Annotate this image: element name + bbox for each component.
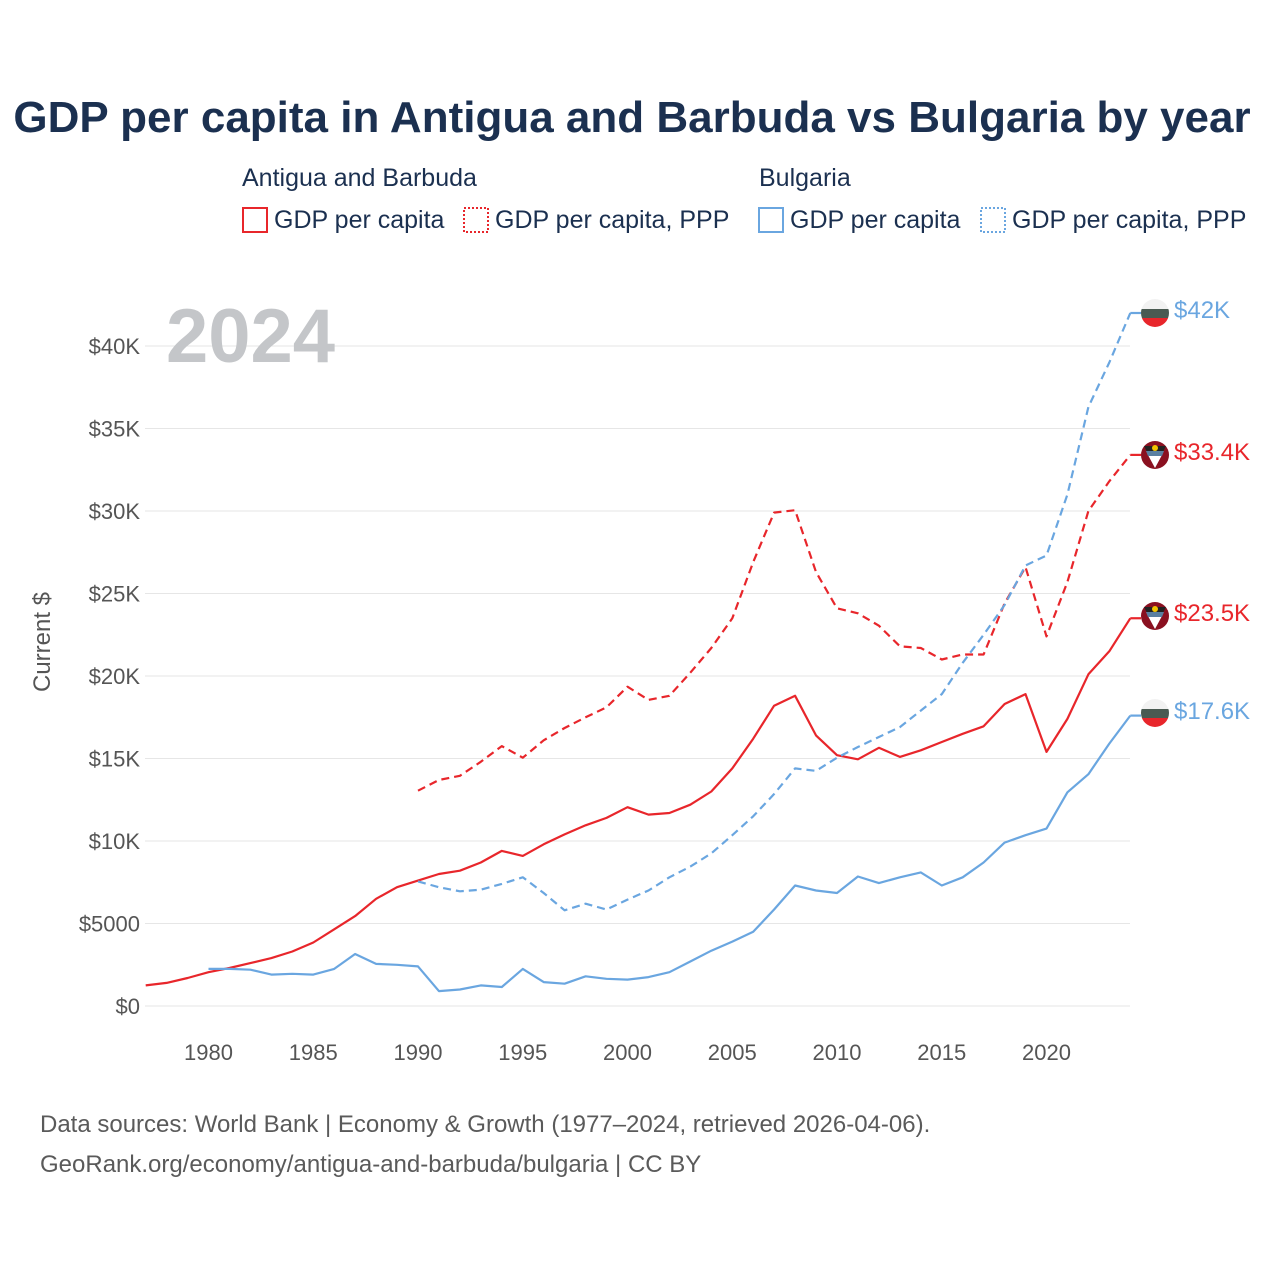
grid	[145, 345, 1130, 1007]
legend-swatch-antigua-gdp	[242, 207, 268, 233]
x-tick-label: 1980	[184, 1040, 233, 1065]
y-tick-label: $0	[116, 994, 140, 1019]
legend-item-bulgaria-ppp: GDP per capita, PPP	[1012, 206, 1246, 234]
x-axis-ticks: 1980 1985 1990 1995 2000 2005 2010 2015 2020	[184, 1040, 1071, 1065]
y-tick-label: $40K	[89, 334, 141, 359]
y-tick-label: $25K	[89, 582, 141, 607]
year-watermark: 2024	[166, 294, 335, 379]
antigua-flag-icon-gdp	[1141, 602, 1169, 630]
legend-swatch-bulgaria-gdp	[758, 207, 784, 233]
legend-item-antigua-gdp: GDP per capita	[274, 206, 445, 234]
x-tick-label: 2020	[1022, 1040, 1071, 1065]
end-label-bulgaria-ppp: $42K	[1174, 297, 1230, 324]
antigua-flag-icon-ppp	[1141, 441, 1169, 469]
legend-group-antigua: Antigua and Barbuda	[242, 164, 477, 192]
legend-swatch-antigua-ppp	[463, 207, 489, 233]
legend-group-bulgaria: Bulgaria	[759, 164, 851, 192]
series-line-bgr-gdp	[208, 714, 1132, 993]
y-tick-label: $15K	[89, 747, 141, 772]
x-tick-label: 1985	[289, 1040, 338, 1065]
series-line-ant-ppp	[417, 454, 1132, 792]
legend: Antigua and Barbuda GDP per capita GDP p…	[242, 164, 1246, 234]
end-label-antigua-ppp: $33.4K	[1174, 439, 1250, 466]
legend-item-antigua-ppp: GDP per capita, PPP	[495, 206, 729, 234]
x-tick-label: 2005	[708, 1040, 757, 1065]
y-axis-ticks: $0 $5000 $10K $15K $20K $25K $30K $35K $40K	[79, 334, 141, 1019]
x-tick-label: 1990	[394, 1040, 443, 1065]
y-tick-label: $10K	[89, 829, 141, 854]
y-tick-label: $35K	[89, 417, 141, 442]
legend-item-bulgaria-gdp: GDP per capita	[790, 206, 961, 234]
source-line-1: Data sources: World Bank | Economy & Gro…	[40, 1111, 930, 1138]
y-tick-label: $30K	[89, 499, 141, 524]
x-tick-label: 2000	[603, 1040, 652, 1065]
series-line-ant-gdp	[145, 617, 1132, 987]
source-line-2[interactable]: GeoRank.org/economy/antigua-and-barbuda/…	[40, 1151, 701, 1178]
y-tick-label: $5000	[79, 912, 140, 937]
y-tick-label: $20K	[89, 664, 141, 689]
x-tick-label: 1995	[498, 1040, 547, 1065]
series-lines	[145, 311, 1141, 993]
chart-title: GDP per capita in Antigua and Barbuda vs…	[13, 93, 1250, 142]
legend-swatch-bulgaria-ppp	[980, 207, 1006, 233]
x-tick-label: 2015	[917, 1040, 966, 1065]
y-axis-label: Current $	[29, 592, 56, 692]
bulgaria-flag-icon-gdp	[1141, 699, 1169, 727]
x-tick-label: 2010	[813, 1040, 862, 1065]
end-label-bulgaria-gdp: $17.6K	[1174, 698, 1250, 725]
end-label-antigua-gdp: $23.5K	[1174, 600, 1250, 627]
bulgaria-flag-icon-ppp	[1141, 299, 1169, 327]
series-line-bgr-ppp	[417, 312, 1132, 912]
